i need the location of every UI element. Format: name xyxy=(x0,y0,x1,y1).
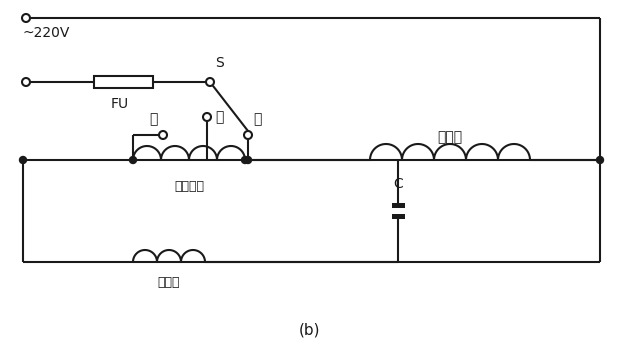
Text: 副绕组: 副绕组 xyxy=(158,276,180,289)
Text: 高: 高 xyxy=(253,112,261,126)
Text: (b): (b) xyxy=(298,322,320,337)
Circle shape xyxy=(244,131,252,139)
Circle shape xyxy=(206,78,214,86)
Text: C: C xyxy=(393,177,403,191)
Circle shape xyxy=(22,78,30,86)
Circle shape xyxy=(130,156,137,163)
Circle shape xyxy=(22,14,30,22)
Text: 中: 中 xyxy=(215,110,223,124)
Text: ~220V: ~220V xyxy=(23,26,70,40)
Bar xyxy=(94,76,153,88)
Bar xyxy=(391,203,405,208)
Circle shape xyxy=(159,131,167,139)
Circle shape xyxy=(596,156,604,163)
Text: 主绕组: 主绕组 xyxy=(438,130,462,144)
Text: 辅助绕组: 辅助绕组 xyxy=(174,180,204,193)
Circle shape xyxy=(242,156,248,163)
Text: 低: 低 xyxy=(150,112,158,126)
Circle shape xyxy=(203,113,211,121)
Circle shape xyxy=(245,156,252,163)
Text: FU: FU xyxy=(111,97,129,111)
Circle shape xyxy=(20,156,27,163)
Text: S: S xyxy=(215,56,224,70)
Bar xyxy=(391,214,405,219)
